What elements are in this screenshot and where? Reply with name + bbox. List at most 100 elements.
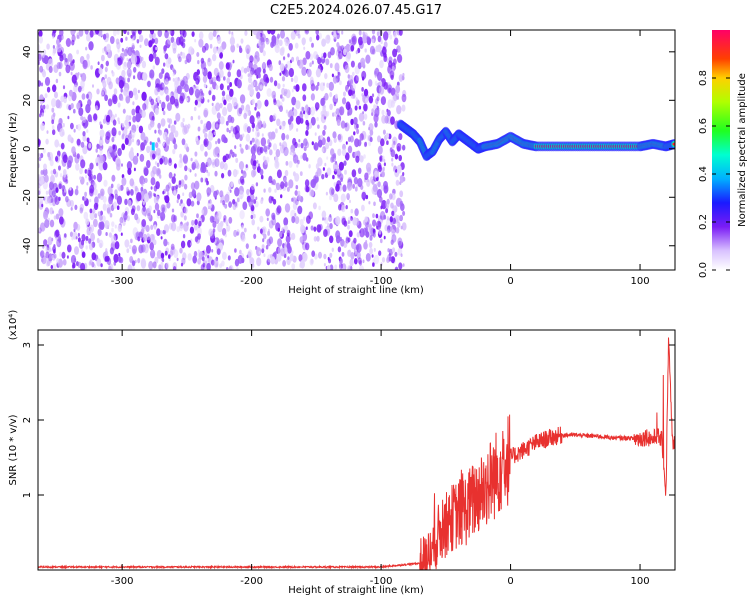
spectrogram-cell (383, 56, 387, 63)
spectrogram-cell (47, 152, 51, 158)
spectrogram-cell (383, 235, 386, 240)
spectrogram-cell (187, 253, 192, 261)
spectrogram-cell (342, 143, 346, 151)
spectrogram-cell (238, 190, 244, 200)
spectrogram-cell (326, 82, 330, 88)
spectrogram-cell (322, 217, 324, 221)
spectrogram-cell (165, 94, 170, 102)
spectrogram-cell (383, 41, 388, 48)
spectrogram-cell (74, 155, 80, 164)
spectrogram-cell (141, 109, 146, 118)
spectrogram-cell (169, 250, 174, 257)
spectrogram-cell (341, 30, 344, 35)
spectrogram-cell (87, 99, 92, 107)
spectrogram-cell (234, 248, 237, 253)
y-tick-label: 0 (22, 146, 33, 152)
spectrogram-cell (260, 198, 264, 205)
spectrogram-cell (377, 145, 383, 155)
spectrogram-cell (45, 190, 49, 195)
spectrogram-cell (161, 107, 164, 112)
spectrogram-cell (365, 162, 372, 172)
spectrogram-cell (215, 30, 219, 34)
spectrogram-cell (377, 135, 381, 143)
spectrogram-cell (139, 44, 142, 48)
spectrogram-cell (232, 203, 237, 211)
spectrogram-cell (153, 239, 157, 246)
spectrogram-cell (251, 169, 256, 178)
spectrogram-cell (272, 179, 276, 186)
spectrogram-cell (170, 243, 175, 250)
spectrogram-cell (353, 177, 358, 185)
spectrogram-cell (172, 47, 177, 54)
spectrogram-cell (336, 119, 341, 126)
spectrogram-cell (141, 91, 147, 102)
spectrogram-cell (97, 228, 102, 237)
spectrogram-cell (86, 182, 89, 186)
spectrogram-cell (148, 260, 154, 270)
spectrogram-cell (163, 238, 168, 247)
spectrogram-cell (206, 187, 212, 196)
spectrogram-cell (270, 30, 276, 35)
spectrogram-cell (96, 88, 100, 95)
spectrogram-cell (134, 93, 139, 101)
spectrogram-cell (364, 172, 369, 181)
spectrogram-cell (56, 240, 59, 246)
spectrogram-cell (102, 79, 106, 87)
spectrogram-cell (80, 115, 84, 121)
spectrogram-cell (279, 63, 285, 72)
spectrogram-cell (223, 136, 227, 144)
x-tick-label: 100 (630, 276, 649, 287)
spectrogram-cell (224, 233, 227, 238)
spectrogram-cell (82, 196, 85, 201)
spectrogram-cell (377, 221, 382, 228)
spectrogram-cell (373, 254, 380, 265)
spectrogram-cell (334, 93, 338, 99)
spectrogram-cell (248, 60, 253, 69)
spectrogram-cell (39, 98, 44, 105)
spectrogram-cell (42, 70, 47, 78)
spectrogram-cell (283, 146, 289, 157)
spectrogram-cell (333, 32, 338, 40)
spectrogram-cell (361, 70, 367, 80)
spectrogram-cell (391, 162, 394, 167)
spectrogram-cell (138, 244, 144, 254)
spectrogram-cell (173, 190, 177, 196)
spectrogram-cell (131, 245, 137, 254)
spectrogram-cell (163, 49, 166, 54)
spectrogram-cell (56, 43, 62, 53)
spectrogram-cell (150, 224, 154, 230)
spectrogram-cell (228, 266, 233, 270)
spectrogram-cell (131, 260, 136, 267)
spectrogram-cell (133, 75, 136, 80)
spectrogram-cell (172, 266, 177, 270)
spectrogram-cell (229, 189, 232, 193)
spectrogram-cell (279, 72, 282, 76)
spectrogram-cell (268, 175, 273, 184)
spectrogram-cell (282, 120, 286, 127)
spectrogram-cell (49, 219, 55, 228)
spectrogram-cell (371, 108, 375, 114)
spectrogram-cell (305, 30, 308, 33)
spectrogram-cell (226, 77, 231, 84)
spectrogram-cell (197, 249, 200, 254)
x-tick-label: -100 (370, 576, 393, 587)
spectrogram-cell (155, 46, 158, 51)
spectrogram-cell (354, 250, 358, 255)
spectrogram-cell (194, 39, 197, 43)
spectrogram-cell (280, 94, 283, 99)
spectrogram-cell (355, 75, 360, 81)
spectrogram-cell (232, 97, 238, 107)
spectrogram-frame (37, 29, 676, 271)
spectrogram-cell (134, 185, 138, 192)
spectrogram-cell (46, 245, 50, 251)
spectrogram-cell (333, 137, 337, 143)
spectrogram-cell (356, 128, 360, 135)
spectrogram-cell (80, 159, 86, 169)
spectrogram-cell (228, 216, 233, 224)
spectrogram-cell (372, 213, 375, 219)
spectrogram-cell (157, 137, 161, 143)
spectrogram-cell (321, 97, 326, 106)
spectrogram-cell (332, 174, 335, 180)
spectrogram-cell (107, 186, 113, 196)
spectrogram-cell (207, 255, 210, 259)
